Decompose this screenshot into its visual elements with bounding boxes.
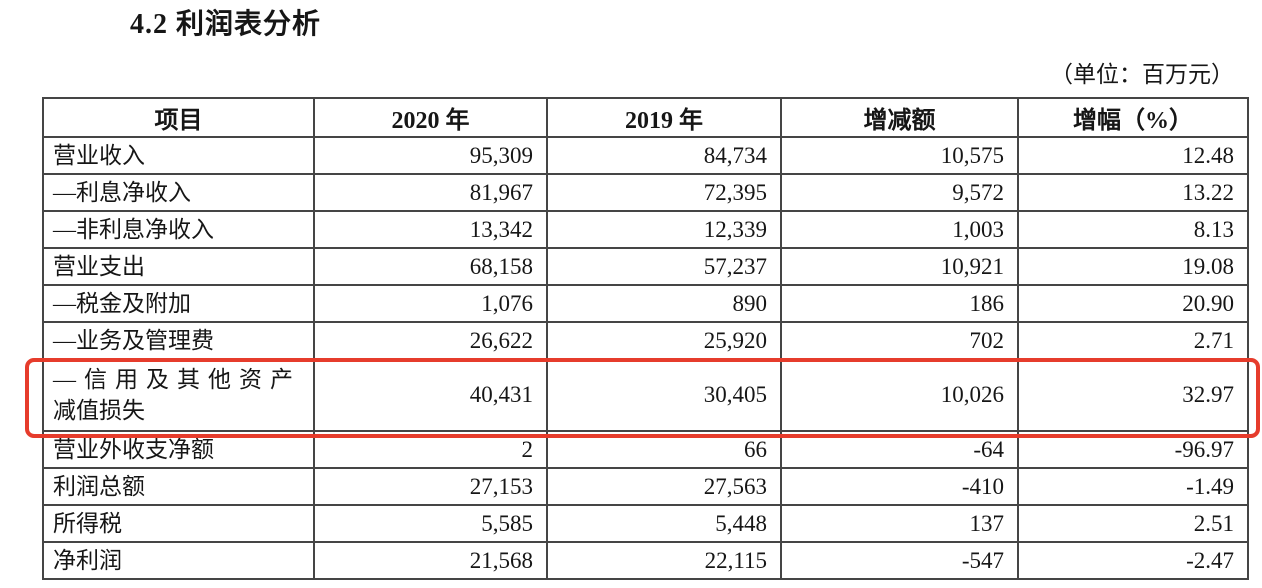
unit-label: （单位：百万元） [1050,62,1234,87]
table-row: 所得税 5,585 5,448 137 2.51 [42,504,1249,543]
table-row: 营业外收支净额 2 66 -64 -96.97 [42,430,1249,469]
cell-2019: 890 [546,284,782,323]
cell-change: -410 [780,467,1019,506]
row-label: —业务及管理费 [42,321,315,360]
column-header-2019: 2019 年 [546,97,782,138]
cell-pct: -1.49 [1017,467,1249,506]
cell-2019: 72,395 [546,173,782,212]
cell-2020: 81,967 [313,173,548,212]
cell-pct: -96.97 [1017,430,1249,469]
column-header-2020: 2020 年 [313,97,548,138]
table-row: —非利息净收入 13,342 12,339 1,003 8.13 [42,210,1249,249]
row-label: —非利息净收入 [42,210,315,249]
cell-pct: 2.71 [1017,321,1249,360]
table-body: 营业收入 95,309 84,734 10,575 12.48 —利息净收入 8… [42,136,1249,580]
table-row: —业务及管理费 26,622 25,920 702 2.71 [42,321,1249,360]
cell-2020: 68,158 [313,247,548,286]
column-header-change: 增减额 [780,97,1019,138]
cell-2020: 21,568 [313,541,548,580]
cell-change: 1,003 [780,210,1019,249]
cell-pct: 8.13 [1017,210,1249,249]
row-label: —利息净收入 [42,173,315,212]
cell-2020: 13,342 [313,210,548,249]
row-label: —信用及其他资产 减值损失 [42,358,315,432]
row-label: 净利润 [42,541,315,580]
cell-2020: 2 [313,430,548,469]
cell-change: -547 [780,541,1019,580]
row-label: 营业收入 [42,136,315,175]
cell-pct: 19.08 [1017,247,1249,286]
table-container: 项目 2020 年 2019 年 增减额 增幅（%） 营业收入 95,309 8… [25,97,1260,580]
table-row: —利息净收入 81,967 72,395 9,572 13.22 [42,173,1249,212]
cell-2019: 84,734 [546,136,782,175]
table-row: —税金及附加 1,076 890 186 20.90 [42,284,1249,323]
cell-change: -64 [780,430,1019,469]
table-row: —信用及其他资产 减值损失 40,431 30,405 10,026 32.97 [42,358,1249,432]
table-row: 营业收入 95,309 84,734 10,575 12.48 [42,136,1249,175]
cell-change: 186 [780,284,1019,323]
cell-2019: 27,563 [546,467,782,506]
cell-2019: 30,405 [546,358,782,432]
cell-pct: 12.48 [1017,136,1249,175]
cell-2019: 57,237 [546,247,782,286]
cell-pct: 20.90 [1017,284,1249,323]
cell-2020: 95,309 [313,136,548,175]
cell-pct: 2.51 [1017,504,1249,543]
page-title: 4.2 利润表分析 [130,9,322,40]
cell-pct: -2.47 [1017,541,1249,580]
cell-2020: 27,153 [313,467,548,506]
column-header-item: 项目 [42,97,315,138]
table-row: 营业支出 68,158 57,237 10,921 19.08 [42,247,1249,286]
table-row: 净利润 21,568 22,115 -547 -2.47 [42,541,1249,580]
cell-2019: 5,448 [546,504,782,543]
column-header-pct: 增幅（%） [1017,97,1249,138]
cell-change: 10,575 [780,136,1019,175]
cell-2019: 25,920 [546,321,782,360]
cell-pct: 13.22 [1017,173,1249,212]
cell-2020: 5,585 [313,504,548,543]
row-label: 利润总额 [42,467,315,506]
income-statement-table: 项目 2020 年 2019 年 增减额 增幅（%） 营业收入 95,309 8… [42,97,1249,580]
cell-change: 137 [780,504,1019,543]
cell-change: 9,572 [780,173,1019,212]
cell-2019: 12,339 [546,210,782,249]
cell-2020: 1,076 [313,284,548,323]
row-label: 所得税 [42,504,315,543]
cell-change: 702 [780,321,1019,360]
cell-2020: 40,431 [313,358,548,432]
row-label: 营业外收支净额 [42,430,315,469]
header-row: 项目 2020 年 2019 年 增减额 增幅（%） [42,97,1249,138]
cell-pct: 32.97 [1017,358,1249,432]
cell-2019: 22,115 [546,541,782,580]
table-row: 利润总额 27,153 27,563 -410 -1.49 [42,467,1249,506]
cell-change: 10,026 [780,358,1019,432]
row-label: 营业支出 [42,247,315,286]
row-label: —税金及附加 [42,284,315,323]
cell-2020: 26,622 [313,321,548,360]
cell-change: 10,921 [780,247,1019,286]
cell-2019: 66 [546,430,782,469]
